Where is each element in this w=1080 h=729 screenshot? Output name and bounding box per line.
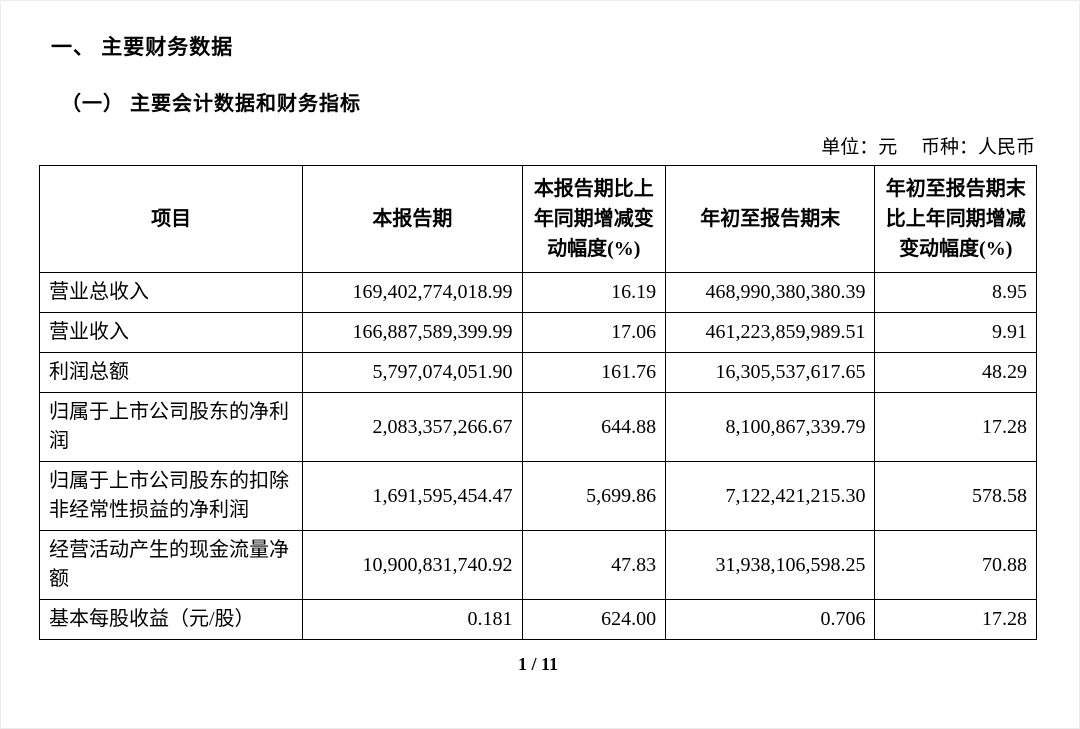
header-year-to-date: 年初至报告期末	[665, 165, 876, 273]
table-cell: 166,887,589,399.99	[302, 312, 523, 353]
table-cell: 16,305,537,617.65	[665, 352, 876, 393]
page-content: 一、 主要财务数据 （一） 主要会计数据和财务指标 单位：元 币种：人民币 项目…	[1, 1, 1079, 675]
table-cell: 578.58	[874, 461, 1037, 531]
table-cell: 2,083,357,266.67	[302, 392, 523, 462]
table-cell: 16.19	[521, 272, 667, 313]
row-label: 经营活动产生的现金流量净额	[38, 530, 304, 600]
table-cell: 8.95	[874, 272, 1037, 313]
table-cell: 169,402,774,018.99	[302, 272, 523, 313]
table-cell: 644.88	[521, 392, 667, 462]
unit-currency-note: 单位：元 币种：人民币	[821, 137, 1035, 158]
table-cell: 0.706	[665, 599, 876, 640]
table-cell: 7,122,421,215.30	[665, 461, 876, 531]
header-item: 项目	[38, 165, 304, 273]
table-row: 归属于上市公司股东的扣除非经常性损益的净利润 1,691,595,454.47 …	[38, 461, 1037, 531]
row-label: 利润总额	[38, 352, 304, 393]
subsection-heading: （一） 主要会计数据和财务指标	[61, 93, 361, 115]
page-number: 1 / 11	[517, 654, 558, 674]
table-cell: 48.29	[874, 352, 1037, 393]
table-row: 利润总额 5,797,074,051.90 161.76 16,305,537,…	[38, 352, 1037, 393]
table-cell: 17.28	[874, 392, 1037, 462]
table-cell: 624.00	[521, 599, 667, 640]
table-cell: 5,699.86	[521, 461, 667, 531]
table-row: 基本每股收益（元/股） 0.181 624.00 0.706 17.28	[38, 599, 1037, 640]
table-cell: 9.91	[874, 312, 1037, 353]
table-cell: 47.83	[521, 530, 667, 600]
table-cell: 0.181	[302, 599, 523, 640]
table-cell: 161.76	[521, 352, 667, 393]
row-label: 归属于上市公司股东的净利润	[38, 392, 304, 462]
table-row: 营业收入 166,887,589,399.99 17.06 461,223,85…	[38, 312, 1037, 353]
header-current-period: 本报告期	[302, 165, 523, 273]
table-cell: 8,100,867,339.79	[665, 392, 876, 462]
table-row: 营业总收入 169,402,774,018.99 16.19 468,990,3…	[38, 272, 1037, 313]
table-cell: 10,900,831,740.92	[302, 530, 523, 600]
row-label: 归属于上市公司股东的扣除非经常性损益的净利润	[38, 461, 304, 531]
table-cell: 17.28	[874, 599, 1037, 640]
row-label: 营业总收入	[38, 272, 304, 313]
header-current-period-change: 本报告期比上年同期增减变动幅度(%)	[521, 165, 667, 273]
row-label: 基本每股收益（元/股）	[38, 599, 304, 640]
table-cell: 461,223,859,989.51	[665, 312, 876, 353]
section-heading: 一、 主要财务数据	[51, 35, 234, 59]
header-year-to-date-change: 年初至报告期末比上年同期增减变动幅度(%)	[874, 165, 1037, 273]
table-cell: 1,691,595,454.47	[302, 461, 523, 531]
table-cell: 468,990,380,380.39	[665, 272, 876, 313]
table-cell: 70.88	[874, 530, 1037, 600]
table-header-row: 项目 本报告期 本报告期比上年同期增减变动幅度(%) 年初至报告期末 年初至报告…	[38, 165, 1037, 273]
table-cell: 17.06	[521, 312, 667, 353]
table-cell: 31,938,106,598.25	[665, 530, 876, 600]
table-row: 经营活动产生的现金流量净额 10,900,831,740.92 47.83 31…	[38, 530, 1037, 600]
financial-data-table: 项目 本报告期 本报告期比上年同期增减变动幅度(%) 年初至报告期末 年初至报告…	[38, 165, 1037, 640]
row-label: 营业收入	[38, 312, 304, 353]
table-cell: 5,797,074,051.90	[302, 352, 523, 393]
table-row: 归属于上市公司股东的净利润 2,083,357,266.67 644.88 8,…	[38, 392, 1037, 462]
